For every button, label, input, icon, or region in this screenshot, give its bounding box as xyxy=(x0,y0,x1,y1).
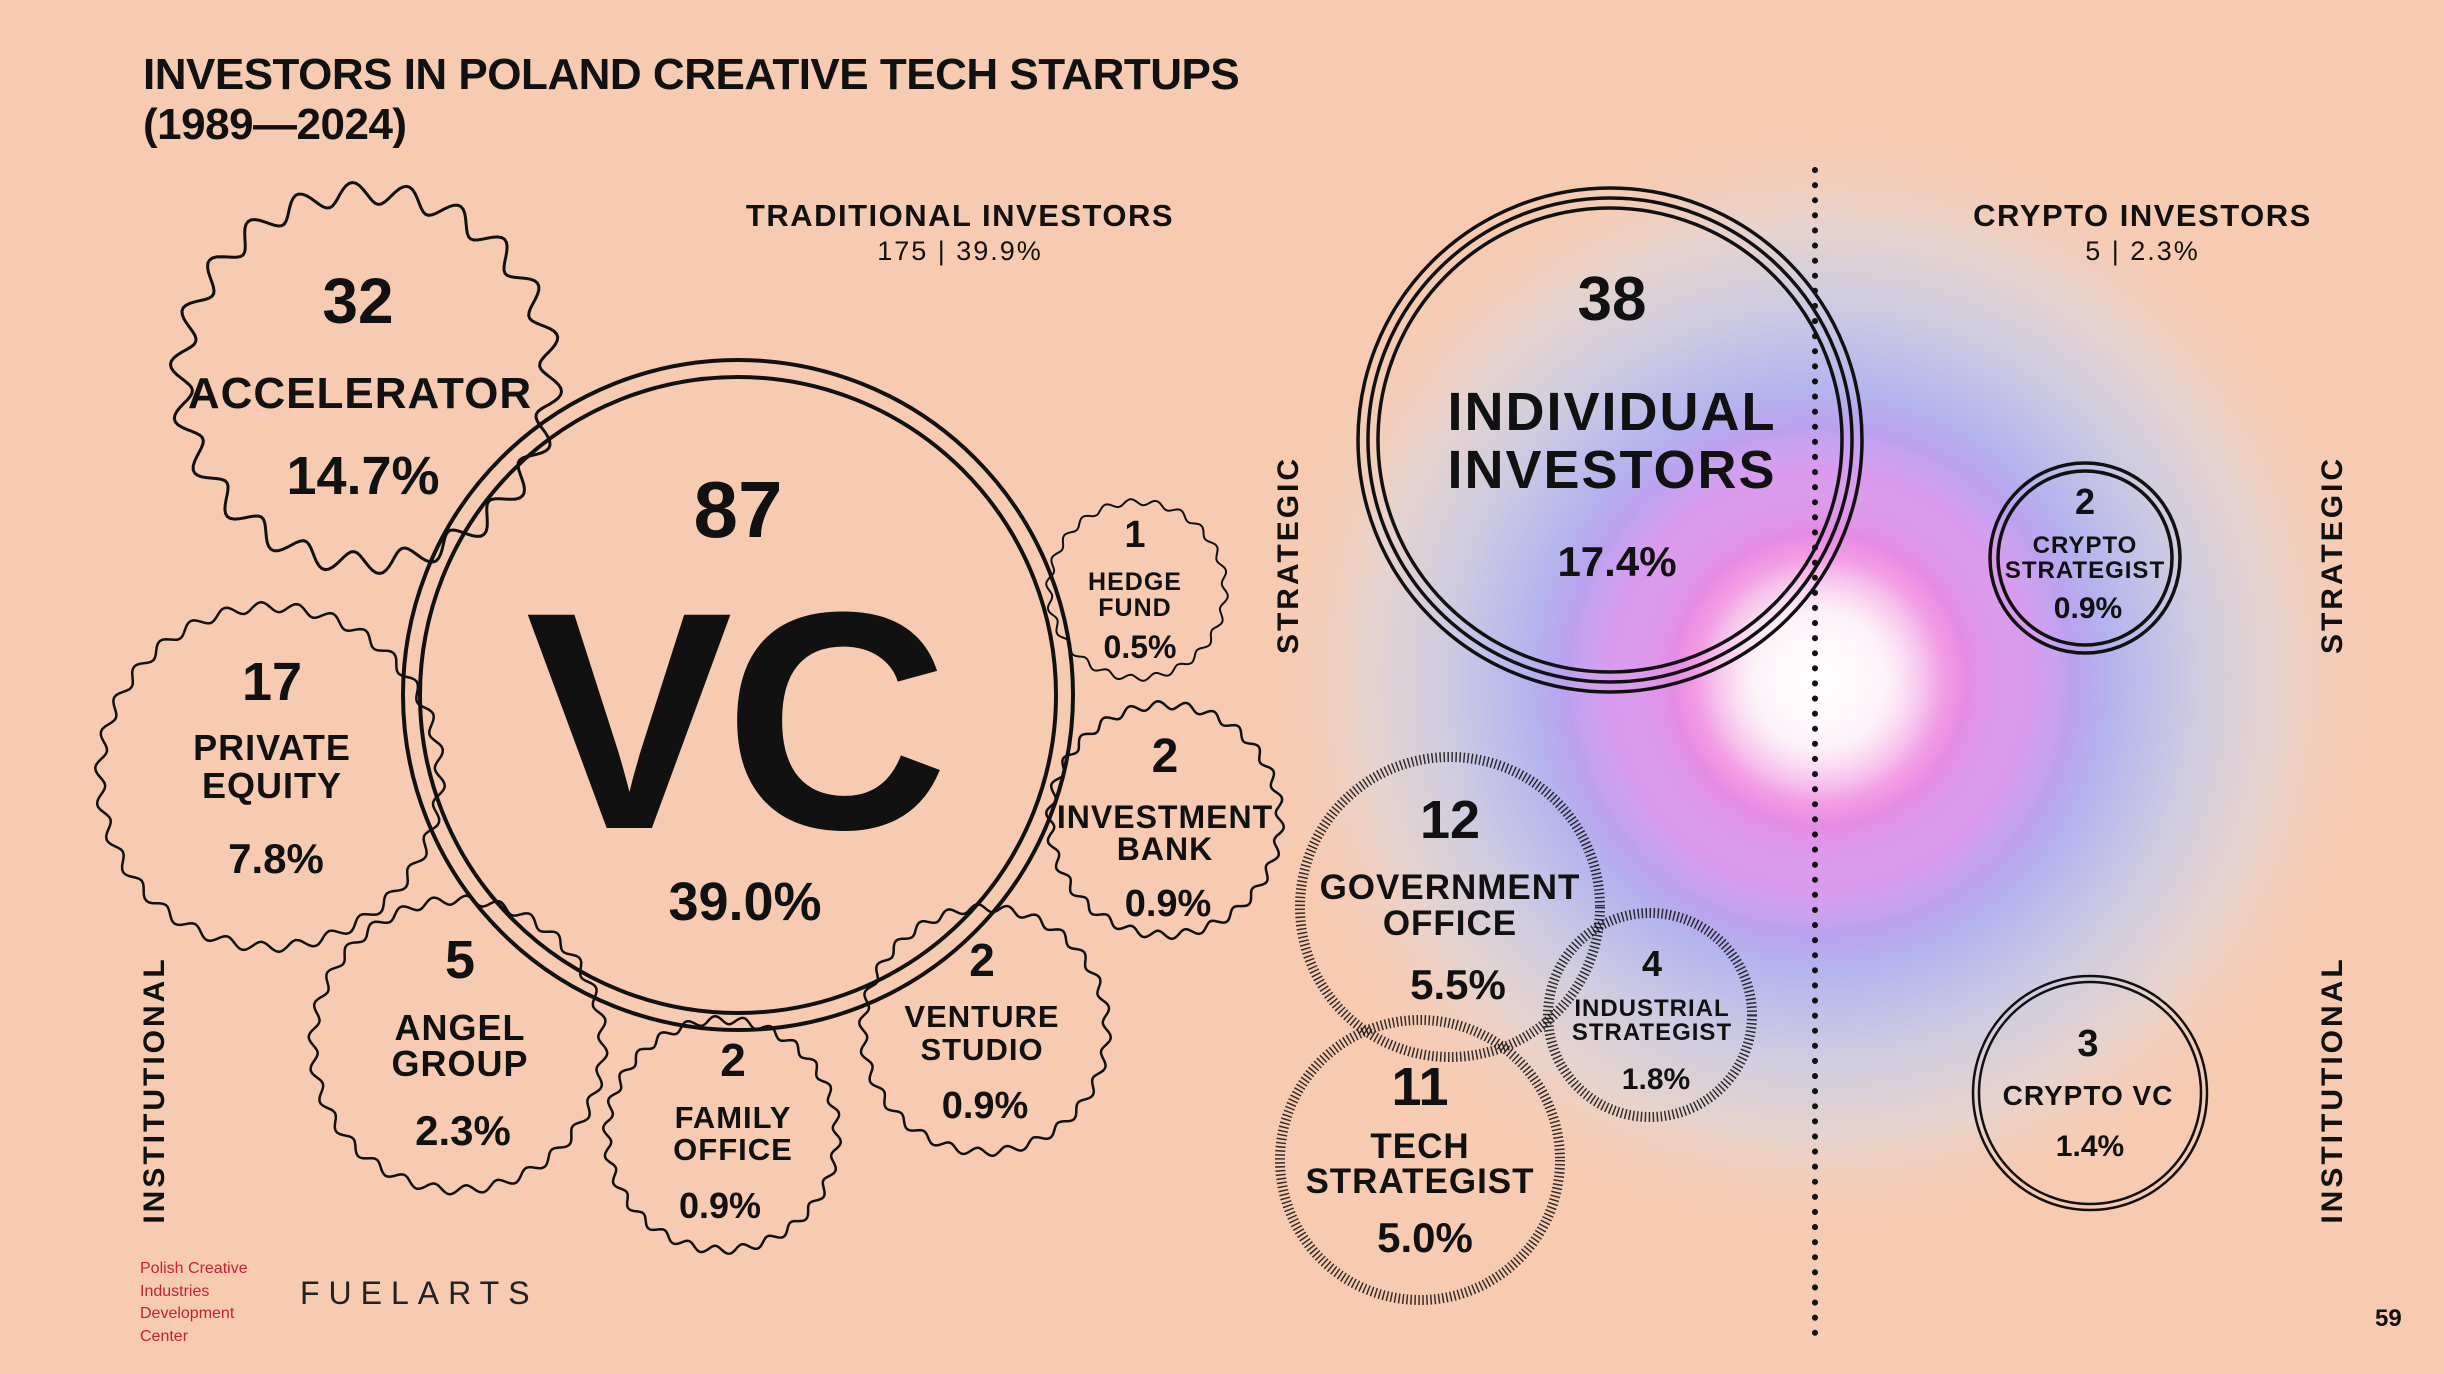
traditional-investors-name: TRADITIONAL INVESTORS xyxy=(745,198,1175,233)
government-office-label-2: OFFICE xyxy=(1383,904,1517,943)
hedge-fund-pct: 0.5% xyxy=(1104,629,1177,665)
industrial-strategist-label-2: STRATEGIST xyxy=(1572,1019,1732,1046)
pcidc-line-2: Industries xyxy=(140,1282,210,1300)
traditional-investors-header: TRADITIONAL INVESTORS 175 | 39.9% xyxy=(740,198,1180,267)
angel-group-outline xyxy=(307,894,609,1196)
individual-ring-3 xyxy=(1376,206,1844,674)
crypto-investors-header: CRYPTO INVESTORS 5 | 2.3% xyxy=(1960,198,2325,267)
crypto-vc-ring-1 xyxy=(1971,974,2209,1212)
vc-outer-ring xyxy=(401,358,1075,1032)
accelerator-count: 32 xyxy=(322,265,393,337)
investment-bank-pct: 0.9% xyxy=(1125,883,1212,925)
venture-studio-count: 2 xyxy=(969,934,995,986)
private-equity-outline xyxy=(93,600,447,954)
accelerator-outline xyxy=(168,180,564,576)
family-office-outline xyxy=(602,1015,842,1255)
tech-strategist-count: 11 xyxy=(1391,1057,1448,1117)
fuelarts-logo: FUELARTS xyxy=(300,1275,539,1311)
individual-investors-count: 38 xyxy=(1578,265,1647,334)
hedge-fund-label-1: HEDGE xyxy=(1088,568,1182,596)
tech-strategist-ring xyxy=(1275,1015,1565,1305)
crypto-vc-count: 3 xyxy=(2077,1023,2098,1065)
industrial-strategist-count: 4 xyxy=(1642,943,1662,984)
hedge-fund-count: 1 xyxy=(1124,514,1145,556)
pcidc-line-4: Center xyxy=(140,1327,189,1345)
angel-group-label-1: ANGEL xyxy=(395,1007,526,1048)
institutional-label-left: INSTITUTIONAL xyxy=(138,956,171,1224)
vc-count: 87 xyxy=(694,465,783,554)
crypto-strategist-label-1: CRYPTO xyxy=(2033,532,2138,559)
industrial-strategist-ring xyxy=(1543,908,1757,1122)
crypto-investors-value: 5 | 2.3% xyxy=(2085,236,2200,266)
accelerator-pct: 14.7% xyxy=(286,446,439,506)
industrial-strategist-pct: 1.8% xyxy=(1622,1063,1690,1096)
crypto-strategist-label-2: STRATEGIST xyxy=(2005,557,2165,584)
crypto-strategist-ring-2 xyxy=(1996,469,2174,647)
government-office-ring xyxy=(1295,752,1605,1062)
tech-strategist-label-2: STRATEGIST xyxy=(1305,1162,1534,1201)
strategic-label-right: STRATEGIC xyxy=(2316,455,2349,655)
hedge-fund-label-2: FUND xyxy=(1098,594,1171,622)
angel-group-label-2: GROUP xyxy=(391,1043,528,1084)
crypto-vc-pct: 1.4% xyxy=(2056,1130,2124,1163)
private-equity-label-1: PRIVATE xyxy=(193,727,351,768)
private-equity-count: 17 xyxy=(242,652,302,712)
venture-studio-pct: 0.9% xyxy=(942,1085,1029,1127)
crypto-strategist-count: 2 xyxy=(2075,481,2095,522)
investment-bank-label-1: INVESTMENT xyxy=(1057,799,1273,835)
family-office-label-2: OFFICE xyxy=(673,1132,793,1167)
crypto-vc-ring-2 xyxy=(1977,980,2203,1206)
title-line-2: (1989—2024) xyxy=(143,100,407,149)
angel-group-pct: 2.3% xyxy=(415,1107,511,1154)
strategic-label-left: STRATEGIC xyxy=(1272,455,1305,655)
page-number: 59 xyxy=(2375,1305,2402,1332)
government-office-pct: 5.5% xyxy=(1410,961,1506,1008)
family-office-label-1: FAMILY xyxy=(675,1100,792,1135)
individual-investors-label-1: INDIVIDUAL xyxy=(1448,382,1777,442)
private-equity-pct: 7.8% xyxy=(228,835,324,882)
vc-label: VC xyxy=(526,547,943,894)
title-line-1: INVESTORS IN POLAND CREATIVE TECH STARTU… xyxy=(143,50,1240,99)
crypto-strategist-pct: 0.9% xyxy=(2054,592,2122,625)
government-office-label-1: GOVERNMENT xyxy=(1320,868,1581,907)
industrial-strategist-label-1: INDUSTRIAL xyxy=(1574,995,1729,1022)
vc-inner-ring xyxy=(418,375,1058,1015)
crypto-strategist-ring-1 xyxy=(1988,461,2182,655)
family-office-count: 2 xyxy=(720,1034,746,1086)
crypto-vc-label: CRYPTO VC xyxy=(2003,1080,2174,1111)
venture-studio-label-2: STUDIO xyxy=(920,1032,1043,1067)
traditional-investors-value: 175 | 39.9% xyxy=(877,236,1043,266)
gradient-halo-inner xyxy=(1400,260,2240,1100)
individual-investors-pct: 17.4% xyxy=(1557,538,1676,585)
pcidc-line-1: Polish Creative xyxy=(140,1260,248,1277)
venture-studio-outline xyxy=(858,903,1112,1157)
investment-bank-count: 2 xyxy=(1152,730,1179,783)
venture-studio-label-1: VENTURE xyxy=(904,999,1059,1034)
tech-strategist-pct: 5.0% xyxy=(1377,1214,1473,1261)
vc-pct: 39.0% xyxy=(668,872,821,932)
investment-bank-label-2: BANK xyxy=(1117,831,1213,867)
individual-investors-label-2: INVESTORS xyxy=(1447,440,1776,500)
government-office-count: 12 xyxy=(1420,790,1480,850)
accelerator-label: ACCELERATOR xyxy=(188,369,532,418)
hedge-fund-outline xyxy=(1045,498,1229,682)
tech-strategist-label-1: TECH xyxy=(1370,1127,1469,1166)
page-title: INVESTORS IN POLAND CREATIVE TECH STARTU… xyxy=(143,50,1240,150)
individual-ring-2 xyxy=(1366,196,1854,684)
institutional-label-right: INSTITUTIONAL xyxy=(2316,956,2349,1224)
private-equity-label-2: EQUITY xyxy=(202,765,342,806)
pcidc-logo: Polish Creative Industries Development C… xyxy=(140,1258,270,1348)
family-office-pct: 0.9% xyxy=(679,1185,761,1226)
individual-ring-1 xyxy=(1356,186,1864,694)
angel-group-count: 5 xyxy=(445,930,475,990)
pcidc-line-3: Development xyxy=(140,1305,235,1322)
crypto-investors-name: CRYPTO INVESTORS xyxy=(1973,198,2312,233)
